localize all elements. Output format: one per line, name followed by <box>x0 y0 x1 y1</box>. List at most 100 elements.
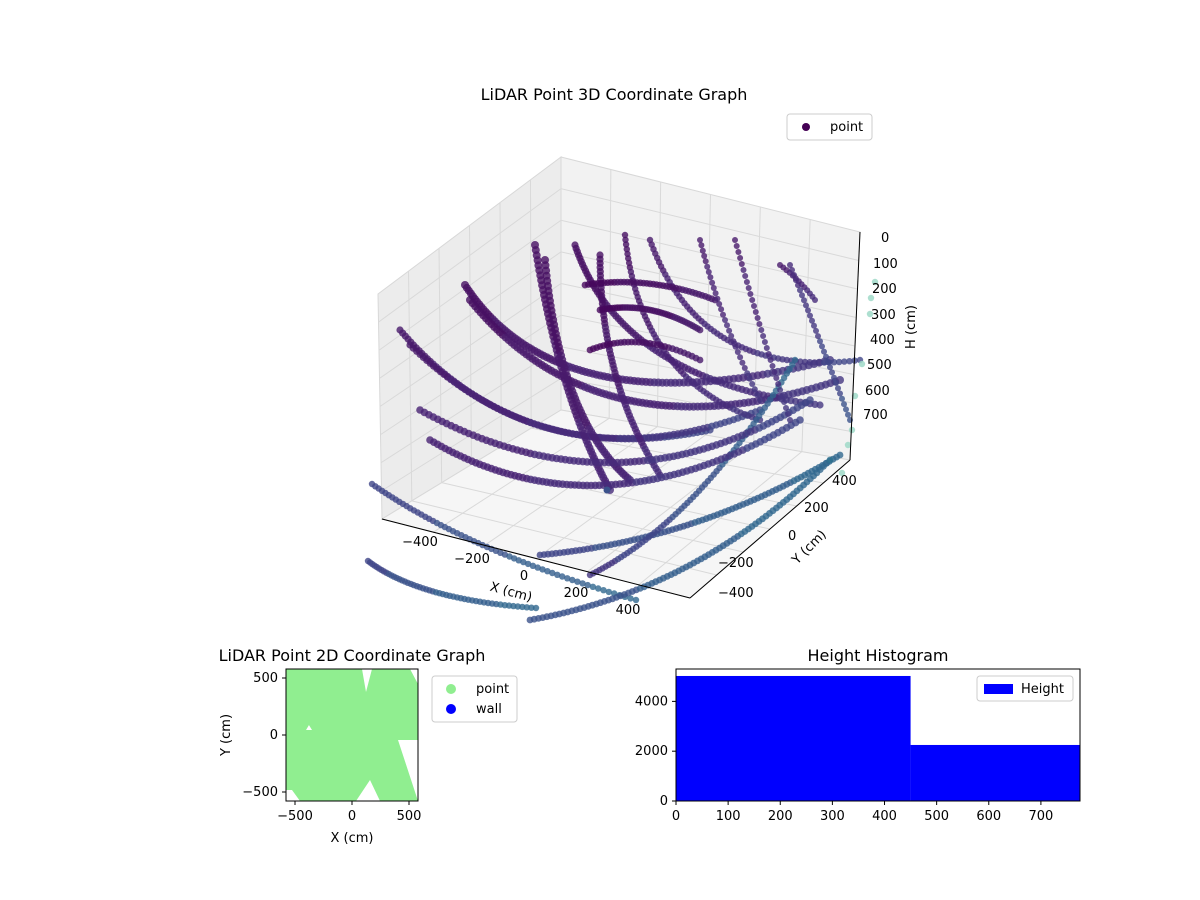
data-point <box>632 596 640 604</box>
data-point <box>746 375 753 382</box>
data-point <box>821 348 827 355</box>
data-point <box>737 354 744 361</box>
x-tick-label: 200 <box>768 809 793 824</box>
y-tick-label: 0 <box>270 728 278 743</box>
z-tick-label: 200 <box>872 282 897 297</box>
data-point <box>722 317 728 323</box>
data-point <box>836 451 844 459</box>
data-point <box>841 358 848 365</box>
data-point <box>569 576 576 584</box>
grid-line <box>378 188 859 323</box>
y-axis-label-2d: Y (cm) <box>219 714 234 757</box>
data-point <box>763 345 770 351</box>
data-point <box>812 297 818 303</box>
data-point <box>752 309 759 315</box>
y-tick-label: 2000 <box>635 744 668 759</box>
data-point <box>825 359 831 365</box>
data-point <box>846 358 853 365</box>
histogram-bar <box>910 744 1080 801</box>
data-point <box>742 273 749 279</box>
x-tick-label: 400 <box>872 809 897 824</box>
data-point <box>806 359 813 366</box>
data-point <box>787 417 793 423</box>
data-point <box>817 338 823 345</box>
data-point <box>809 317 815 324</box>
data-point <box>797 358 804 365</box>
data-point <box>803 302 809 309</box>
data-point <box>754 391 761 398</box>
data-point <box>712 290 719 297</box>
data-point <box>747 291 754 297</box>
legend-histogram-swatch <box>984 684 1013 694</box>
data-point <box>621 231 629 239</box>
data-point <box>701 253 708 259</box>
data-point <box>827 364 833 371</box>
x-tick-label: 0 <box>348 809 356 824</box>
data-point <box>605 588 612 596</box>
chart-histogram: Height Histogram 0 100 200 300 400 500 600 700 … <box>635 646 1081 824</box>
y-tick-label: −400 <box>718 586 754 601</box>
data-point <box>732 343 739 350</box>
data-point <box>734 349 741 355</box>
x-tick-label: 0 <box>520 569 528 584</box>
data-point <box>622 241 630 248</box>
data-point <box>749 297 756 303</box>
data-point <box>793 277 799 284</box>
z-axis-label-3d: H (cm) <box>904 305 919 349</box>
data-point <box>796 416 804 424</box>
data-point <box>801 358 809 366</box>
histogram-bar <box>676 675 911 801</box>
y-tick-label: 500 <box>253 671 278 686</box>
legend-2d-label-wall: wall <box>476 702 502 717</box>
data-point <box>761 339 768 345</box>
data-point <box>704 263 711 270</box>
plot-frame-histogram <box>675 668 1081 802</box>
y-tick-label: −500 <box>242 785 278 800</box>
y-tick-label: 200 <box>804 501 829 516</box>
data-point <box>797 287 803 294</box>
x-axis-line <box>381 518 691 599</box>
data-point <box>848 426 856 434</box>
data-point <box>779 393 786 399</box>
data-point <box>841 401 847 408</box>
data-point <box>843 406 849 413</box>
data-point <box>791 272 797 278</box>
data-point <box>623 246 630 253</box>
y-tick-label: 400 <box>832 474 857 489</box>
y-ticks-3d: −400 −200 0 200 400 <box>718 474 857 601</box>
data-point <box>867 294 875 302</box>
point-cloud-2d <box>286 669 418 801</box>
x-tick-label: −400 <box>402 535 438 550</box>
x-tick-label: −200 <box>454 552 490 567</box>
data-point <box>751 386 758 393</box>
x-ticks-2d: −500 0 500 <box>277 801 421 824</box>
y-tick-label: 4000 <box>635 694 668 709</box>
x-tick-label: 600 <box>976 809 1001 824</box>
chart-3d: LiDAR Point 3D Coordinate Graph −400 −20… <box>364 85 919 624</box>
legend-3d-marker <box>802 123 810 131</box>
data-point <box>833 379 839 386</box>
z-tick-label: 100 <box>873 257 898 272</box>
data-point <box>589 583 597 590</box>
data-point <box>524 560 532 568</box>
x-tick-label: 400 <box>616 603 641 618</box>
legend-histogram-label: Height <box>1021 682 1064 697</box>
data-point <box>738 261 745 267</box>
legend-2d-marker-wall <box>446 704 456 714</box>
legend-3d-label: point <box>830 120 863 135</box>
x-tick-label: 500 <box>924 809 949 824</box>
z-axis-line <box>849 231 861 461</box>
data-point <box>710 285 717 291</box>
data-point <box>741 365 748 371</box>
x-tick-label: 100 <box>716 809 741 824</box>
data-point <box>697 237 703 243</box>
data-point <box>829 369 835 376</box>
x-tick-label: −500 <box>277 809 313 824</box>
y-ticks-2d: 500 0 −500 <box>242 671 286 800</box>
data-point <box>751 303 757 309</box>
data-point <box>730 338 737 345</box>
data-point <box>789 267 795 273</box>
x-ticks-3d: −400 −200 0 200 400 <box>402 535 640 618</box>
data-point <box>726 327 733 334</box>
chart-3d-title: LiDAR Point 3D Coordinate Graph <box>481 85 748 104</box>
